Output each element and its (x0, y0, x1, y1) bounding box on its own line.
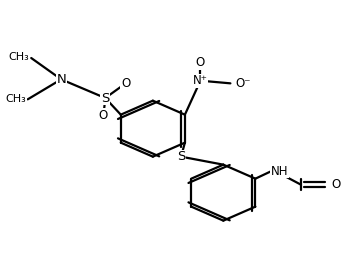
Text: N: N (56, 73, 66, 86)
Text: O⁻: O⁻ (236, 77, 251, 90)
Text: NH: NH (271, 165, 289, 178)
Text: N⁺: N⁺ (193, 74, 208, 87)
Text: S: S (177, 150, 185, 163)
Text: O: O (121, 77, 130, 90)
Text: O: O (332, 178, 341, 191)
Text: S: S (101, 91, 110, 105)
Text: CH₃: CH₃ (5, 94, 26, 104)
Text: O: O (196, 56, 205, 69)
Text: CH₃: CH₃ (9, 52, 29, 62)
Text: O: O (99, 109, 108, 122)
